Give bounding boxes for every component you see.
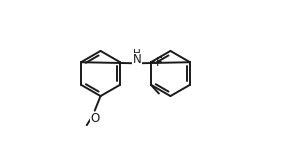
Text: F: F (156, 56, 163, 69)
Text: H: H (133, 49, 141, 59)
Text: N: N (133, 53, 141, 66)
Text: O: O (90, 112, 99, 125)
